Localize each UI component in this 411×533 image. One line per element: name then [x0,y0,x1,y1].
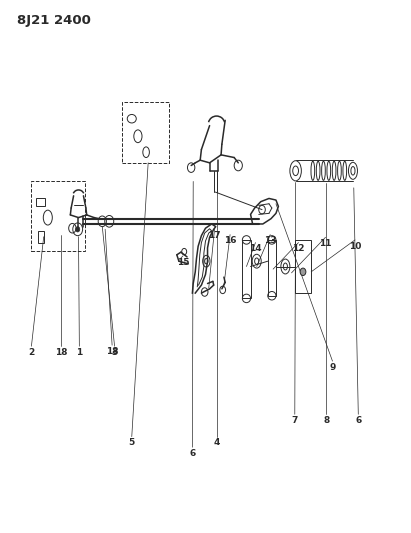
Text: 17: 17 [208,231,221,240]
Bar [268,240,276,296]
Text: 8J21 2400: 8J21 2400 [17,14,91,27]
Bar [122,102,169,163]
Bar [37,231,44,243]
Text: 18: 18 [55,348,67,357]
Ellipse shape [300,268,306,276]
Text: 11: 11 [319,239,332,248]
Text: 10: 10 [349,242,361,251]
Text: 14: 14 [249,245,262,254]
Text: 4: 4 [213,439,220,448]
Text: 15: 15 [177,258,189,266]
Text: 16: 16 [224,237,236,246]
Bar [242,240,251,298]
Text: 1: 1 [76,348,83,357]
Text: 12: 12 [292,245,305,254]
Bar [295,240,311,293]
Text: 5: 5 [129,439,135,448]
Text: 2: 2 [28,348,35,357]
Text: 18: 18 [106,347,118,356]
Text: 3: 3 [111,348,118,357]
Text: 8: 8 [323,416,330,425]
Circle shape [76,227,80,232]
Text: 13: 13 [264,237,277,246]
Text: 9: 9 [329,363,336,372]
Bar [31,181,85,251]
Text: 6: 6 [355,416,361,425]
Text: 6: 6 [189,449,196,458]
Text: 7: 7 [292,416,298,425]
Bar [35,198,45,206]
